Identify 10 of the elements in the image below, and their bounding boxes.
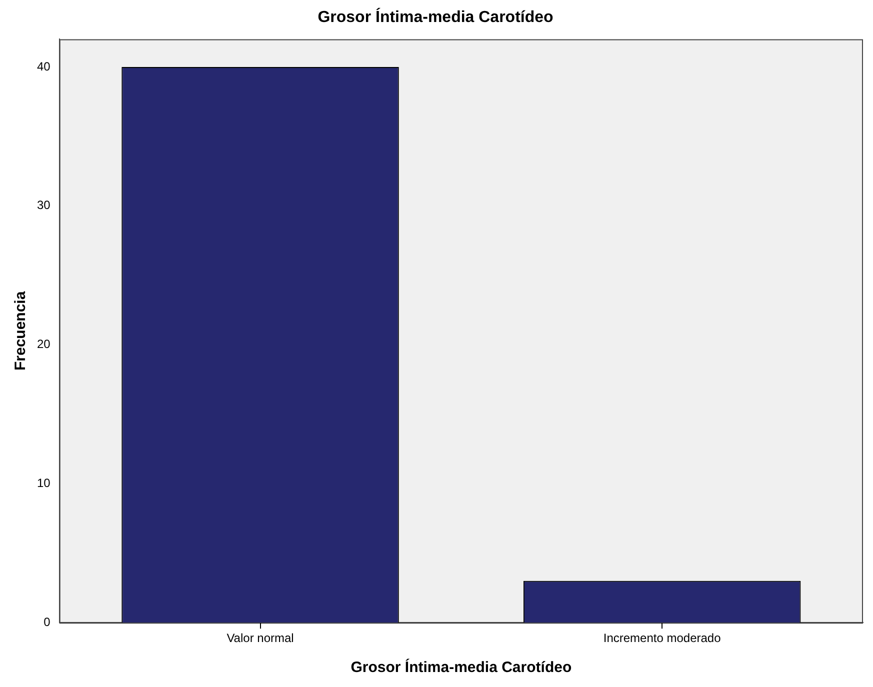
y-tick-label: 10 xyxy=(36,476,51,490)
x-axis-title: Grosor Íntima-media Carotídeo xyxy=(350,658,572,676)
x-tick-label: Valor normal xyxy=(226,631,294,646)
y-axis-title: Frecuencia xyxy=(12,290,30,371)
y-tick-label: 0 xyxy=(44,614,51,629)
y-tick-label: 30 xyxy=(36,198,51,212)
y-tick-label: 20 xyxy=(36,337,51,352)
x-tick-label: Incremento moderado xyxy=(603,631,722,646)
y-tick-label: 40 xyxy=(36,59,51,74)
chart-title: Grosor Íntima-media Carotídeo xyxy=(318,7,554,26)
